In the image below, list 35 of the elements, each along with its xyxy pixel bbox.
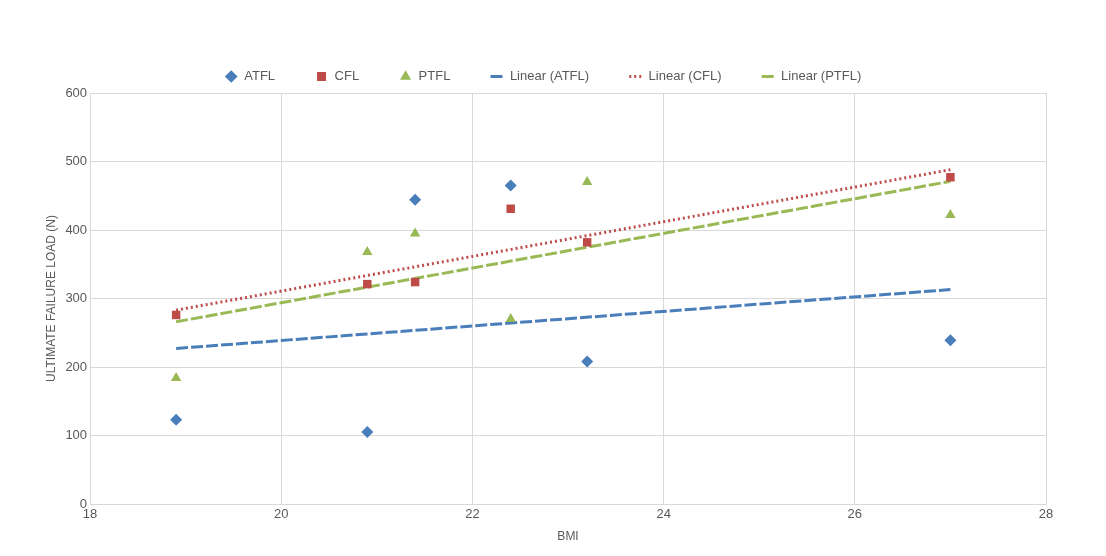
x-tick-label: 28 bbox=[1038, 506, 1054, 522]
x-tick-label: 24 bbox=[656, 506, 671, 522]
y-tick-label: 600 bbox=[65, 84, 88, 100]
point bbox=[581, 176, 593, 186]
point bbox=[362, 245, 373, 255]
legend-label: Linear (CFL) bbox=[648, 68, 722, 84]
y-tick-label: 500 bbox=[65, 153, 88, 169]
point bbox=[582, 238, 592, 247]
point bbox=[361, 426, 374, 439]
point bbox=[505, 313, 516, 323]
point bbox=[409, 193, 422, 206]
point bbox=[944, 334, 957, 347]
point bbox=[170, 413, 183, 426]
point bbox=[504, 179, 517, 192]
y-tick-label: 300 bbox=[65, 290, 88, 306]
legend-label: Linear (PTFL) bbox=[781, 68, 862, 84]
point bbox=[409, 227, 421, 237]
point bbox=[170, 371, 182, 381]
y-tick-label: 100 bbox=[65, 427, 88, 443]
legend-label: CFL bbox=[334, 68, 360, 84]
x-tick-label: 20 bbox=[274, 506, 289, 522]
point bbox=[363, 279, 372, 289]
legend-label: Linear (ATFL) bbox=[509, 68, 590, 84]
point bbox=[946, 173, 955, 182]
x-axis-title: BMI bbox=[557, 529, 579, 544]
legend-label: PTFL bbox=[418, 68, 451, 84]
legend-label: ATFL bbox=[244, 68, 276, 84]
y-tick-label: 200 bbox=[65, 358, 88, 374]
point bbox=[506, 204, 515, 214]
point bbox=[945, 208, 956, 218]
x-tick-label: 22 bbox=[465, 506, 480, 522]
y-tick-label: 400 bbox=[65, 221, 88, 237]
x-tick-label: 26 bbox=[847, 506, 863, 522]
y-axis-title: ULTIMATE FAILURE LOAD (N) bbox=[43, 215, 58, 382]
point bbox=[581, 355, 594, 368]
